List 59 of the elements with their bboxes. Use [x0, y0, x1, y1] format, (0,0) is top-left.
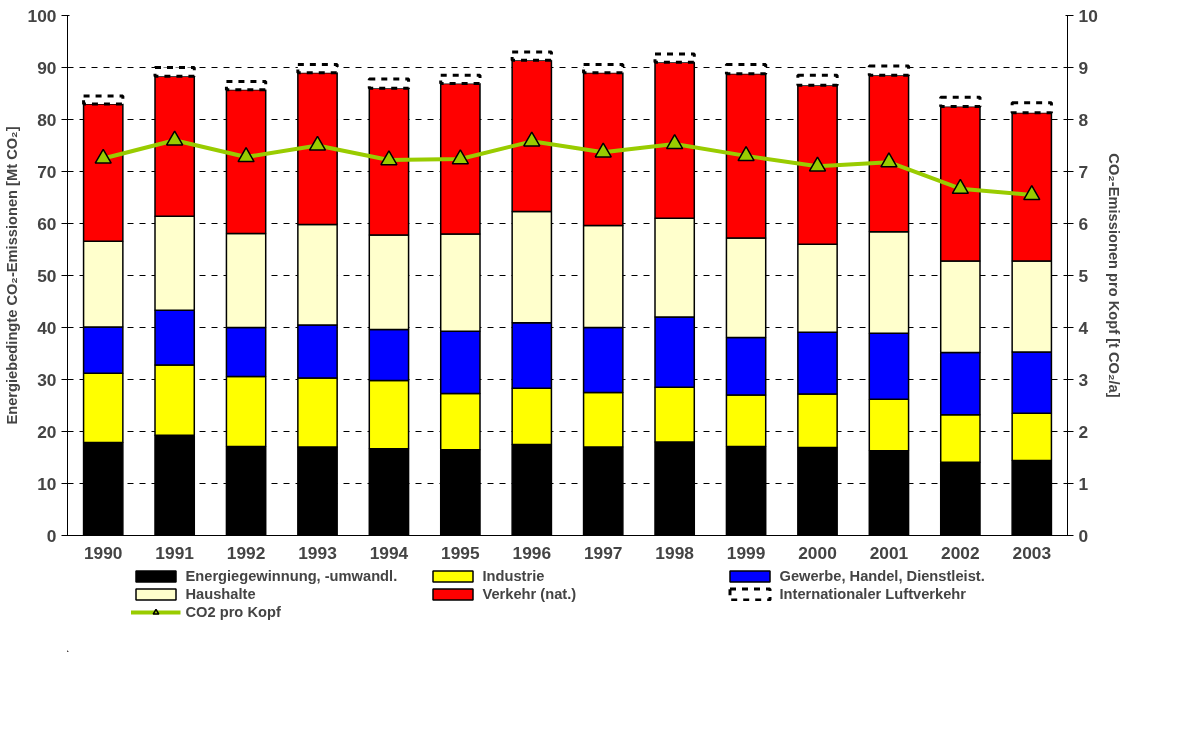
- point: [808, 156, 827, 172]
- x-tick-label: 2001: [869, 542, 909, 563]
- y-tick-label: 90: [37, 57, 57, 78]
- y2-tick-label: 8: [1078, 109, 1089, 130]
- x-tick-label: 1997: [583, 542, 623, 563]
- point: [737, 145, 755, 162]
- y2-tick-label: 1: [1078, 473, 1089, 494]
- y-tick-label: 10: [37, 473, 57, 494]
- point: [308, 135, 327, 151]
- y2-tick-label: 5: [1078, 265, 1089, 286]
- point: [1023, 184, 1041, 201]
- x-tick-label: 1990: [83, 542, 123, 563]
- x-tick-label: 2002: [941, 542, 980, 563]
- point: [237, 146, 255, 163]
- y2-tick-label: 2: [1078, 421, 1089, 442]
- legend-label: Verkehr (nat.): [482, 586, 578, 602]
- y-tick-label: 40: [37, 317, 57, 338]
- x-tick-label: 1999: [726, 542, 766, 563]
- y2-tick-label: 6: [1078, 213, 1089, 234]
- legend-label: Internationaler Luftverkehr: [779, 586, 967, 602]
- x-tick-label: 2000: [798, 542, 837, 563]
- y-tick-label: 20: [37, 421, 57, 442]
- y2-tick-label: 7: [1078, 161, 1089, 182]
- point: [451, 149, 470, 165]
- legend-label: CO2 pro Kopf: [185, 604, 282, 620]
- legend-label: Energiegewinnung, -umwandl.: [185, 568, 399, 584]
- y-tick-label: 70: [37, 161, 57, 182]
- y2-tick-label: 9: [1078, 57, 1089, 78]
- y-tick-label: 100: [27, 5, 57, 26]
- point: [880, 152, 898, 168]
- y2-tick-label: 3: [1078, 369, 1089, 390]
- point: [94, 148, 112, 164]
- legend-label: Gewerbe, Handel, Dienstleist.: [779, 568, 986, 584]
- y2-tick-label: 10: [1078, 5, 1098, 26]
- x-tick-label: 1991: [155, 542, 195, 563]
- y-axis-title: Energiebedingte CO₂-Emissionen [Mt CO₂]: [3, 126, 20, 425]
- y2-tick-label: 0: [1078, 525, 1089, 546]
- point: [523, 131, 541, 147]
- y2-axis-title: CO₂-Emissionen pro Kopf [t CO₂/a]: [1105, 153, 1122, 398]
- point: [165, 130, 184, 146]
- x-tick-label: 2003: [1012, 542, 1052, 563]
- y2-tick-label: 4: [1078, 317, 1089, 338]
- y-tick-label: 0: [46, 525, 57, 546]
- point: [665, 133, 684, 150]
- x-tick-label: 1998: [655, 542, 695, 563]
- legend-label: Industrie: [482, 568, 546, 584]
- y-tick-label: 60: [37, 213, 57, 234]
- x-tick-label: 1996: [512, 542, 552, 563]
- x-tick-label: 1992: [226, 542, 266, 563]
- y-tick-label: 80: [37, 109, 57, 130]
- point: [951, 178, 970, 195]
- x-tick-label: 1995: [441, 542, 480, 563]
- x-tick-label: 1993: [298, 542, 338, 563]
- y-tick-label: 30: [37, 369, 57, 390]
- point: [380, 150, 398, 166]
- y-tick-label: 50: [37, 265, 57, 286]
- point: [594, 142, 612, 158]
- x-tick-label: 1994: [369, 542, 409, 563]
- legend-label: Haushalte: [185, 586, 257, 602]
